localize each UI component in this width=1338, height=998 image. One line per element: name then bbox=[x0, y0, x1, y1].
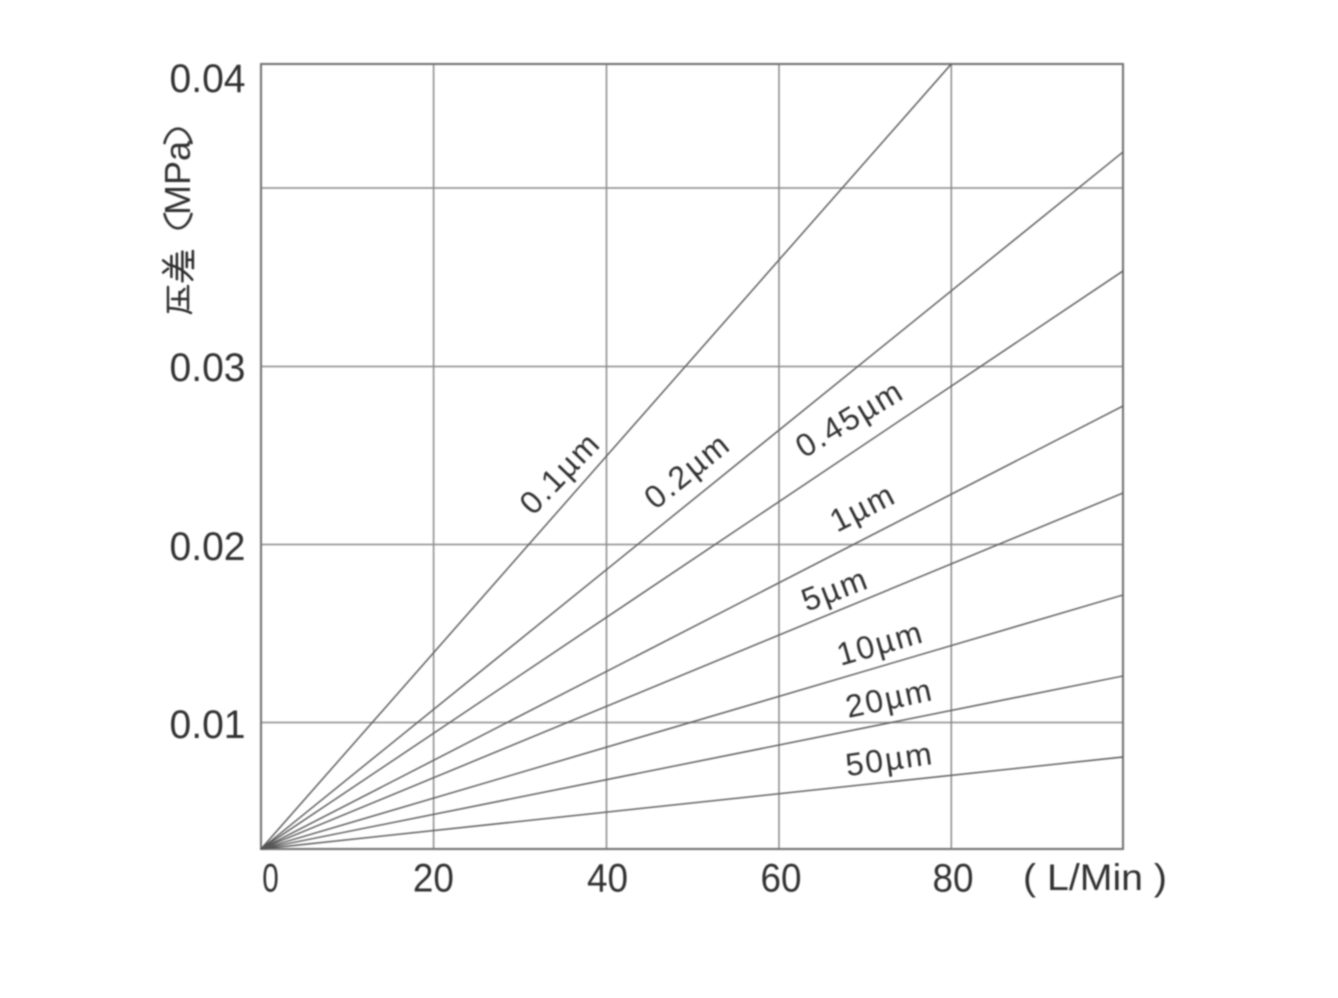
svg-text:0.04: 0.04 bbox=[170, 57, 246, 101]
svg-text:0.01: 0.01 bbox=[170, 703, 246, 747]
svg-text:40: 40 bbox=[587, 857, 628, 901]
svg-text:0.03: 0.03 bbox=[170, 346, 246, 390]
svg-text:0.02: 0.02 bbox=[170, 525, 246, 569]
svg-text:MPa: MPa bbox=[157, 140, 198, 215]
svg-text:20: 20 bbox=[413, 857, 454, 901]
svg-text:0: 0 bbox=[262, 857, 279, 901]
svg-text:60: 60 bbox=[761, 857, 802, 901]
svg-text:80: 80 bbox=[933, 857, 974, 901]
svg-text:( L/Min ): ( L/Min ) bbox=[1023, 857, 1167, 898]
